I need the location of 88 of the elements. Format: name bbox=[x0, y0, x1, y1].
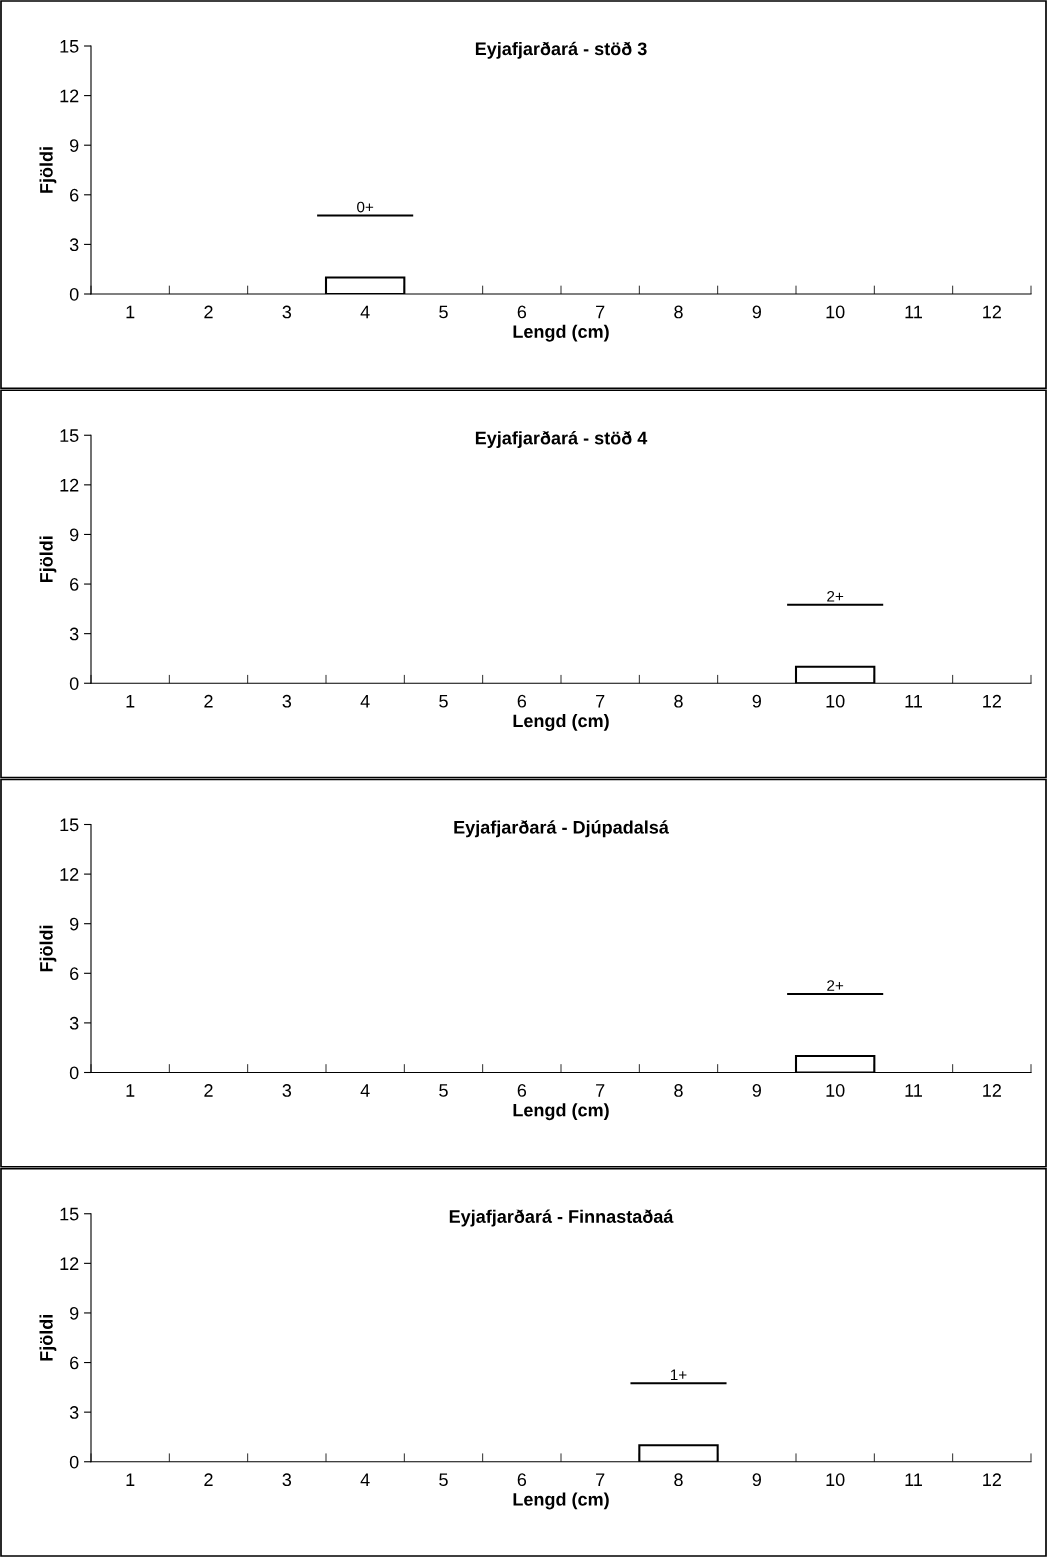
y-tick-label: 15 bbox=[60, 40, 79, 53]
y-tick-label: 9 bbox=[70, 1306, 79, 1320]
x-tick-label: 7 bbox=[596, 305, 605, 319]
y-tick-label: 0 bbox=[69, 1066, 79, 1080]
chart-title: Eyjafjarðará - Djúpadalsá bbox=[454, 820, 669, 838]
x-tick-label: 2 bbox=[204, 1473, 213, 1486]
chart-title: Eyjafjarðará - Finnastaðaá bbox=[449, 1209, 674, 1227]
annotation: 2+ bbox=[827, 590, 844, 602]
annotation: 0+ bbox=[357, 201, 374, 213]
y-tick-label: 9 bbox=[70, 139, 79, 152]
x-tick-label: 11 bbox=[905, 1473, 922, 1486]
x-tick-label: 5 bbox=[439, 695, 448, 708]
x-tick-label: 5 bbox=[439, 1084, 448, 1097]
x-tick-label: 1 bbox=[126, 305, 135, 319]
y-tick-label: 3 bbox=[69, 627, 79, 641]
y-tick-label: 9 bbox=[70, 917, 79, 931]
x-tick-label: 3 bbox=[282, 694, 292, 708]
x-tick-label: 1 bbox=[126, 695, 135, 708]
y-tick-label: 6 bbox=[70, 577, 79, 591]
x-tick-label: 7 bbox=[596, 695, 605, 708]
x-tick-label: 4 bbox=[360, 695, 370, 708]
x-tick-label: 12 bbox=[983, 305, 1001, 319]
x-tick-label: 8 bbox=[674, 694, 683, 708]
x-tick-label: 10 bbox=[826, 1084, 845, 1097]
annotation: 2+ bbox=[827, 980, 844, 991]
annotation: 1+ bbox=[670, 1369, 687, 1381]
x-tick-label: 9 bbox=[752, 1473, 761, 1487]
y-tick-label: 3 bbox=[69, 1016, 79, 1030]
x-tick-label: 8 bbox=[674, 1473, 683, 1487]
x-axis-title: Lengd (cm) bbox=[513, 1492, 609, 1510]
x-tick-label: 10 bbox=[826, 694, 845, 708]
chart-title: Eyjafjarðará - stöð 4 bbox=[475, 431, 648, 449]
x-tick-label: 1 bbox=[126, 1473, 135, 1486]
x-tick-label: 3 bbox=[282, 1473, 292, 1487]
x-tick-label: 9 bbox=[752, 305, 761, 319]
x-tick-label: 8 bbox=[674, 1084, 683, 1097]
x-tick-label: 12 bbox=[983, 1473, 1001, 1486]
y-tick-label: 12 bbox=[60, 868, 79, 881]
x-tick-label: 3 bbox=[282, 305, 292, 319]
x-tick-label: 1 bbox=[126, 1084, 135, 1097]
x-tick-label: 10 bbox=[826, 1473, 845, 1487]
x-tick-label: 6 bbox=[517, 305, 527, 319]
x-tick-label: 5 bbox=[439, 305, 448, 319]
y-tick-label: 3 bbox=[69, 1406, 79, 1419]
y-axis-title: Fjöldi bbox=[39, 147, 57, 193]
x-tick-label: 2 bbox=[204, 305, 213, 319]
x-axis-title: Lengd (cm) bbox=[513, 713, 609, 731]
y-tick-label: 12 bbox=[60, 89, 79, 103]
x-tick-label: 4 bbox=[360, 1473, 370, 1486]
x-tick-label: 7 bbox=[596, 1084, 605, 1097]
y-tick-label: 6 bbox=[70, 967, 79, 981]
x-tick-label: 9 bbox=[752, 1084, 761, 1097]
x-tick-label: 2 bbox=[204, 694, 213, 708]
y-tick-label: 9 bbox=[70, 528, 79, 542]
x-tick-label: 10 bbox=[826, 305, 845, 319]
x-tick-label: 6 bbox=[517, 694, 527, 708]
x-tick-label: 3 bbox=[282, 1084, 292, 1097]
x-tick-label: 6 bbox=[517, 1084, 527, 1097]
y-tick-label: 15 bbox=[60, 818, 79, 832]
y-tick-label: 6 bbox=[70, 1356, 79, 1370]
x-tick-label: 4 bbox=[360, 1084, 370, 1097]
y-axis-title: Fjöldi bbox=[39, 536, 57, 583]
y-axis-title: Fjöldi bbox=[39, 925, 57, 972]
y-tick-label: 6 bbox=[70, 188, 79, 202]
x-tick-label: 12 bbox=[983, 1084, 1001, 1097]
x-tick-label: 4 bbox=[360, 305, 370, 319]
y-tick-label: 15 bbox=[60, 1207, 79, 1221]
y-tick-label: 12 bbox=[60, 478, 79, 492]
x-tick-label: 6 bbox=[517, 1473, 527, 1487]
x-tick-label: 8 bbox=[674, 305, 683, 319]
y-axis-title: Fjöldi bbox=[39, 1314, 57, 1361]
y-tick-label: 12 bbox=[60, 1257, 79, 1270]
x-tick-label: 12 bbox=[983, 694, 1001, 708]
x-tick-label: 11 bbox=[905, 305, 922, 319]
x-axis-title: Lengd (cm) bbox=[513, 1103, 609, 1121]
y-tick-label: 0 bbox=[69, 1455, 79, 1469]
x-axis-title: Lengd (cm) bbox=[513, 324, 609, 342]
chart-title: Eyjafjarðará - stöð 3 bbox=[475, 41, 647, 59]
x-tick-label: 2 bbox=[204, 1084, 213, 1097]
x-tick-label: 11 bbox=[905, 695, 922, 708]
y-tick-label: 0 bbox=[69, 677, 79, 690]
x-tick-label: 11 bbox=[905, 1084, 922, 1097]
x-tick-label: 9 bbox=[752, 694, 761, 708]
y-tick-label: 15 bbox=[60, 429, 79, 442]
y-tick-label: 3 bbox=[69, 238, 79, 252]
y-tick-label: 0 bbox=[69, 287, 79, 301]
x-tick-label: 7 bbox=[596, 1473, 605, 1486]
x-tick-label: 5 bbox=[439, 1473, 448, 1487]
